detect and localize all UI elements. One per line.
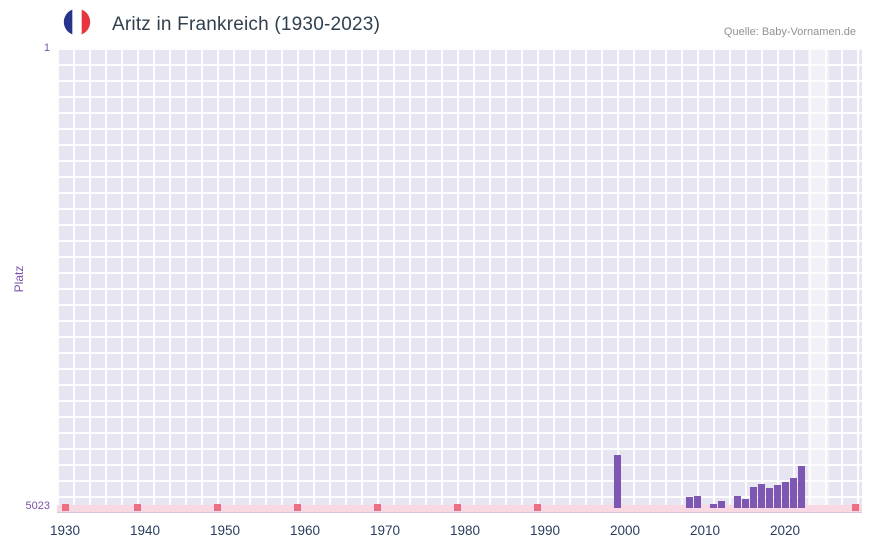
y-axis-bottom-label: 5023 [25, 500, 50, 512]
rank-bar-2021[interactable] [790, 478, 797, 508]
rank-bar-2015[interactable] [742, 499, 749, 508]
x-tick-label-1950: 1950 [209, 523, 241, 538]
unranked-marker-1979[interactable] [454, 504, 461, 511]
current-year-highlight-band [808, 48, 829, 512]
x-tick-label-1990: 1990 [529, 523, 561, 538]
x-tick-label-1970: 1970 [369, 523, 401, 538]
x-tick-label-1960: 1960 [289, 523, 321, 538]
rank-bar-2011[interactable] [710, 504, 717, 508]
unranked-marker-1949[interactable] [214, 504, 221, 511]
unranked-marker-1939[interactable] [134, 504, 141, 511]
x-tick-label-1930: 1930 [49, 523, 81, 538]
rank-bar-2008[interactable] [686, 497, 693, 508]
source-credit: Quelle: Baby-Vornamen.de [723, 26, 856, 38]
plot-area [57, 48, 862, 513]
rank-bar-2017[interactable] [758, 484, 765, 508]
rank-bar-2022[interactable] [798, 466, 805, 508]
unranked-marker-1959[interactable] [294, 504, 301, 511]
rank-bar-2018[interactable] [766, 488, 773, 508]
y-axis-title: Platz [12, 265, 26, 293]
unranked-marker-right-edge[interactable] [852, 504, 859, 511]
x-tick-label-2010: 2010 [689, 523, 721, 538]
x-tick-label-2020: 2020 [769, 523, 801, 538]
rank-bar-2014[interactable] [734, 496, 741, 508]
rank-bar-2019[interactable] [774, 485, 781, 508]
france-flag-icon [63, 8, 91, 36]
x-tick-label-1940: 1940 [129, 523, 161, 538]
y-axis-top-label: 1 [43, 42, 50, 54]
rank-bar-1999[interactable] [614, 455, 621, 508]
flag-stripe-blue [63, 8, 73, 36]
x-tick-label-2000: 2000 [609, 523, 641, 538]
page-title: Aritz in Frankreich (1930-2023) [112, 14, 381, 35]
rank-bar-2016[interactable] [750, 487, 757, 508]
unranked-marker-1969[interactable] [374, 504, 381, 511]
x-tick-label-1980: 1980 [449, 523, 481, 538]
rank-bar-2009[interactable] [694, 496, 701, 508]
unranked-marker-1930[interactable] [62, 504, 69, 511]
flag-stripe-red [81, 8, 91, 36]
unranked-marker-1989[interactable] [534, 504, 541, 511]
rank-bar-2020[interactable] [782, 482, 789, 508]
rank-bar-2012[interactable] [718, 501, 725, 508]
flag-stripe-white [72, 8, 82, 36]
